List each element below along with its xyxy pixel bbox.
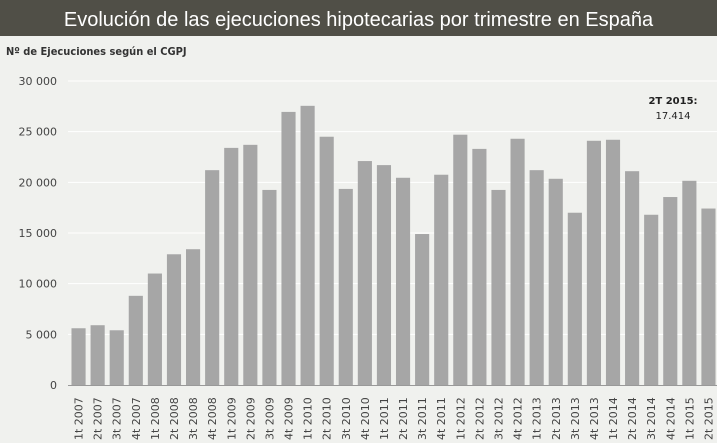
y-tick-label: 25 000 — [19, 126, 58, 139]
bar — [491, 189, 506, 385]
x-tick-label: 4t 2012 — [512, 397, 525, 440]
x-tick-label: 4t 2009 — [283, 397, 296, 440]
x-tick-label: 4t 2008 — [206, 397, 219, 440]
bar — [567, 212, 582, 385]
y-axis-title: Nº de Ejecuciones según el CGPJ — [6, 45, 187, 58]
bar — [376, 165, 392, 385]
bar — [300, 105, 315, 386]
x-tick-label: 1t 2010 — [302, 397, 315, 440]
x-tick-label: 2t 2010 — [321, 397, 334, 440]
bar — [281, 111, 296, 385]
x-tick-label: 3t 2011 — [416, 397, 429, 440]
bar — [472, 148, 487, 385]
x-tick-label: 1t 2015 — [683, 397, 696, 440]
y-tick-label: 20 000 — [19, 176, 58, 189]
y-tick-label: 0 — [50, 379, 57, 392]
x-tick-label: 3t 2014 — [645, 397, 658, 440]
x-tick-label: 2t 2007 — [92, 397, 105, 440]
bar — [243, 144, 258, 385]
bar — [147, 273, 162, 385]
x-tick-label: 2t 2012 — [473, 397, 486, 440]
bar — [357, 161, 372, 385]
bar — [510, 138, 525, 385]
bar — [186, 249, 201, 385]
x-tick-label: 1t 2011 — [378, 397, 391, 440]
x-tick-label: 4t 2010 — [359, 397, 372, 440]
annotation-value: 17.414 — [656, 111, 691, 122]
bar — [434, 174, 449, 385]
bar — [224, 147, 239, 385]
bar — [529, 170, 544, 385]
bar — [548, 178, 563, 385]
bar — [205, 170, 220, 385]
x-tick-label: 3t 2012 — [492, 397, 505, 440]
bar — [338, 188, 353, 385]
x-tick-label: 4t 2013 — [588, 397, 601, 440]
x-tick-label: 3t 2013 — [569, 397, 582, 440]
x-tick-label: 3t 2008 — [187, 397, 200, 440]
bar — [605, 139, 621, 385]
y-tick-label: 15 000 — [19, 227, 58, 240]
bar — [262, 189, 277, 385]
bar — [71, 328, 86, 385]
bar — [701, 208, 716, 385]
y-tick-label: 5 000 — [26, 328, 58, 341]
x-tick-label: 3t 2010 — [340, 397, 353, 440]
x-tick-label: 1t 2013 — [531, 397, 544, 440]
bar — [166, 254, 182, 385]
bar — [625, 171, 640, 385]
chart-title: Evolución de las ejecuciones hipotecaria… — [0, 0, 717, 36]
bar — [453, 134, 468, 385]
bar — [109, 330, 124, 385]
x-tick-label: 1t 2012 — [454, 397, 467, 440]
annotation-label: 2T 2015: — [648, 96, 697, 107]
bar — [586, 140, 601, 385]
y-tick-label: 30 000 — [19, 75, 58, 88]
x-tick-label: 2t 2015 — [702, 397, 715, 440]
x-tick-label: 1t 2009 — [225, 397, 238, 440]
bar — [415, 234, 430, 385]
x-tick-label: 1t 2007 — [73, 397, 86, 440]
bar — [319, 136, 334, 385]
x-tick-label: 2t 2013 — [550, 397, 563, 440]
x-tick-label: 4t 2007 — [130, 397, 143, 440]
bar — [644, 214, 659, 385]
x-tick-label: 4t 2011 — [435, 397, 448, 440]
x-tick-label: 3t 2007 — [111, 397, 124, 440]
x-tick-label: 2t 2009 — [244, 397, 257, 440]
x-tick-label: 2t 2011 — [397, 397, 410, 440]
bar — [663, 197, 678, 385]
x-tick-label: 1t 2008 — [149, 397, 162, 440]
x-tick-label: 2t 2008 — [168, 397, 181, 440]
y-tick-label: 10 000 — [19, 278, 58, 291]
x-tick-label: 4t 2014 — [664, 397, 677, 440]
bar — [128, 295, 143, 385]
bar — [90, 325, 105, 385]
x-tick-label: 1t 2014 — [607, 397, 620, 440]
x-tick-label: 3t 2009 — [263, 397, 276, 440]
bar — [395, 177, 411, 385]
bar — [682, 180, 697, 385]
x-tick-label: 2t 2014 — [626, 397, 639, 440]
